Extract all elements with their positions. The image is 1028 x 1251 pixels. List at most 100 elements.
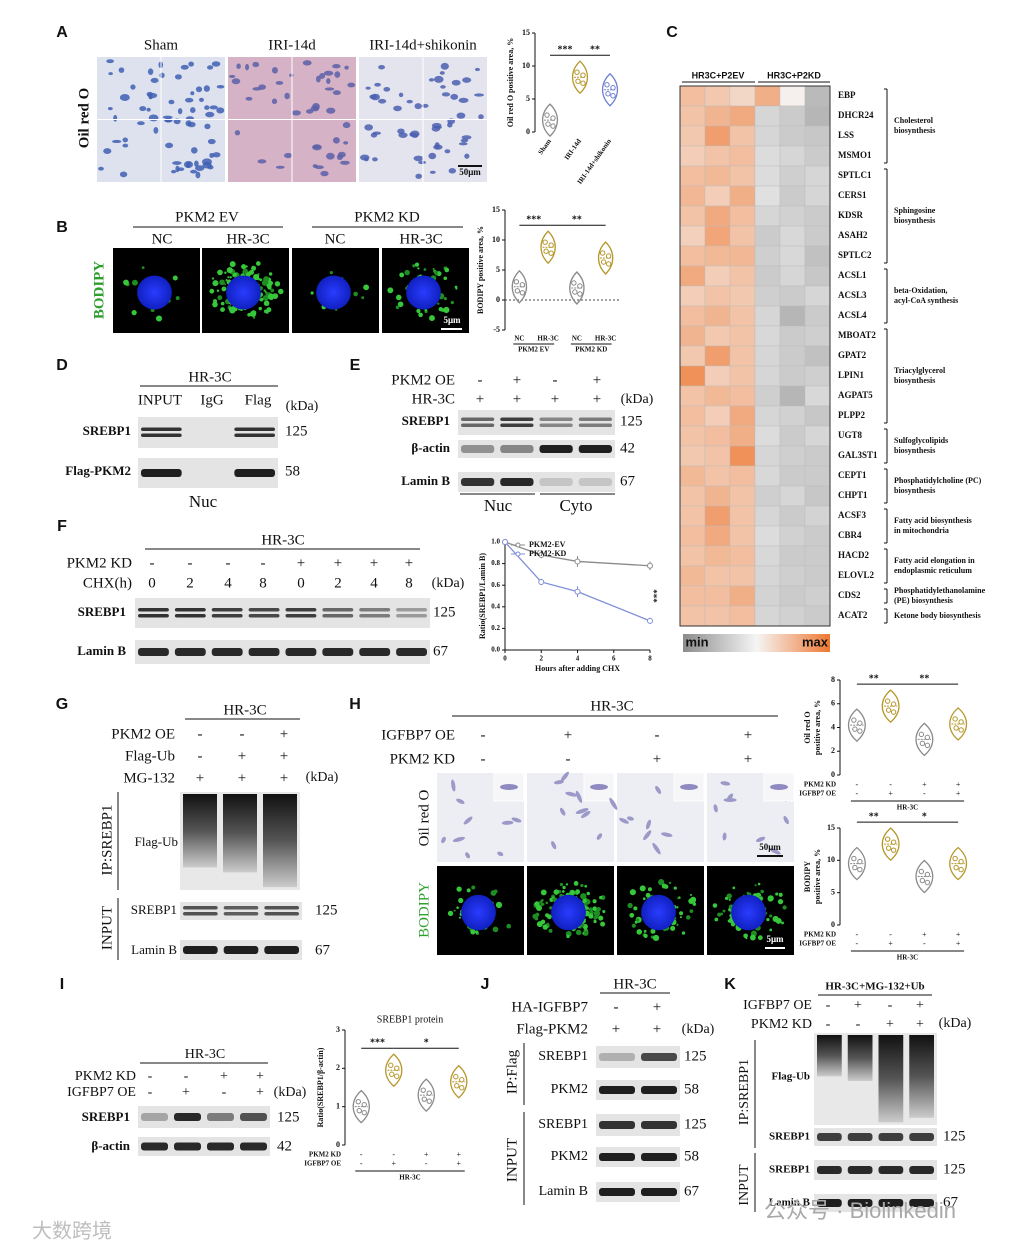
band	[461, 417, 495, 421]
condition-sign: +	[456, 1159, 461, 1168]
heatmap-cell	[779, 325, 806, 347]
band	[183, 906, 218, 910]
lipid-droplet	[652, 934, 660, 942]
heatmap-cell	[729, 385, 756, 407]
lipid-droplet	[229, 307, 236, 314]
data-point	[919, 877, 926, 884]
lipid-droplet	[600, 921, 606, 927]
cell-nucleus	[209, 105, 218, 110]
kda: 125	[285, 423, 308, 439]
cell-nucleus	[199, 97, 204, 102]
band	[847, 1133, 873, 1141]
heatmap-cell	[679, 105, 706, 127]
label: HR-3C	[261, 532, 304, 548]
stain-label: BODIPY	[416, 882, 432, 938]
cell-nucleus	[336, 154, 343, 161]
kda: 58	[285, 463, 300, 479]
heatmap-cell	[729, 545, 756, 567]
gene-name: GAL3ST1	[838, 450, 878, 460]
treatment-sign: +	[238, 770, 246, 786]
unit: (kDa)	[286, 399, 319, 414]
treatment-sign: +	[653, 1021, 661, 1037]
condition-sign: -	[360, 1150, 363, 1159]
lipid-droplet	[404, 269, 410, 276]
blot-row: SREBP1	[769, 1164, 810, 1176]
treatment-sign: +	[238, 748, 246, 764]
lipid-droplet	[580, 893, 587, 900]
pathway-label: endoplasmic reticulum	[894, 566, 972, 575]
heatmap-cell	[779, 345, 806, 367]
data-point	[852, 726, 858, 732]
band	[174, 608, 206, 612]
gene-name: HACD2	[838, 550, 869, 560]
data-point	[952, 716, 958, 722]
ubiquitin-smear	[183, 794, 217, 868]
cell	[575, 808, 589, 814]
condition-sign: -	[392, 1150, 395, 1159]
scale-label: 5μm	[443, 315, 461, 325]
band	[285, 614, 317, 618]
y-tick-label: 3	[336, 1025, 340, 1034]
violin	[450, 1064, 468, 1099]
lipid-droplet	[397, 301, 404, 308]
band	[234, 427, 275, 431]
cell-nucleus	[113, 114, 118, 122]
lipid-droplet	[679, 911, 684, 916]
lipid-droplet	[598, 915, 604, 921]
pathway-label: biosynthesis	[894, 376, 935, 385]
nucleus	[731, 894, 766, 931]
data-point	[426, 1098, 432, 1104]
heatmap-cell	[704, 325, 731, 347]
band	[264, 946, 299, 954]
blot-strip	[814, 1160, 937, 1180]
data-point	[890, 701, 897, 707]
heatmap-cell	[704, 245, 731, 267]
condition-name: PKM2 KD	[309, 1151, 341, 1159]
treatment-sign: +	[744, 751, 752, 767]
data-point	[600, 259, 607, 265]
data-point	[361, 1109, 367, 1116]
blot-row: Lamin B	[77, 643, 126, 658]
lipid-droplet	[252, 316, 256, 319]
heatmap-cell	[779, 605, 806, 627]
kda: 58	[684, 1148, 699, 1164]
blot-strip	[814, 1128, 937, 1146]
data-point	[605, 253, 612, 259]
legend-max: max	[802, 634, 829, 649]
heatmap-cell	[779, 265, 806, 287]
data-point	[543, 248, 549, 254]
nucleus	[316, 275, 351, 310]
lipid-droplet	[329, 271, 333, 275]
pathway-label: Phosphatidylcholine (PC)	[894, 476, 982, 485]
cell-nucleus	[137, 121, 145, 126]
label: HR-3C+MG-132+Ub	[825, 981, 924, 993]
condition-sign: +	[456, 1150, 461, 1159]
heatmap-cell	[704, 305, 731, 327]
unit: (kDa)	[306, 770, 339, 785]
kda: 125	[433, 604, 456, 620]
pathway-label: biosynthesis	[894, 446, 935, 455]
series-line	[504, 541, 651, 622]
pathway-label: in mitochondria	[894, 526, 949, 535]
lipid-droplet	[412, 264, 416, 268]
heatmap-cell	[704, 125, 731, 147]
lipid-droplet	[575, 929, 582, 936]
condition-sign: -	[425, 1159, 428, 1168]
lipid-droplet	[690, 893, 693, 896]
x-tick-label: HR-3C	[537, 335, 558, 343]
group-label: PKM2 KD	[354, 209, 420, 225]
data-point	[851, 855, 857, 862]
cell	[551, 841, 557, 850]
heatmap-cell	[779, 165, 806, 187]
chart-title: SREBP1 protein	[377, 1014, 443, 1025]
panel-label: C	[666, 24, 678, 41]
gene-name: LPIN1	[838, 370, 865, 380]
cell-nucleus	[271, 67, 278, 74]
heatmap-cell	[729, 565, 756, 587]
heatmap-cell	[754, 585, 781, 607]
y-tick-label: 5	[526, 94, 530, 103]
heatmap-cell	[729, 225, 756, 247]
data-point	[542, 239, 548, 245]
y-tick-label: 0.6	[491, 581, 500, 589]
cell-nucleus	[369, 94, 378, 100]
